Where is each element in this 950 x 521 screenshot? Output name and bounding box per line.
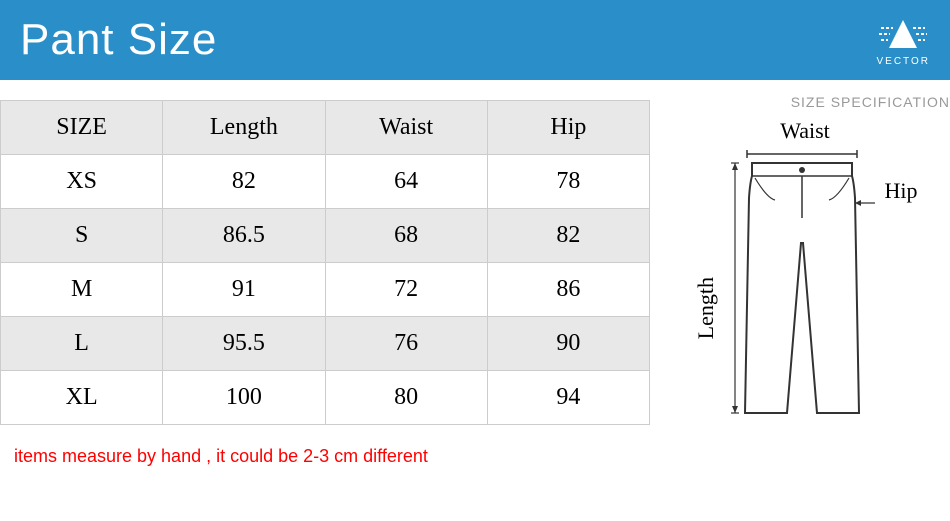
size-table: SIZE Length Waist Hip XS 82 64 78 S 86.5…: [0, 100, 650, 425]
cell: XL: [1, 371, 163, 425]
size-spec-label: SIZE SPECIFICATION: [791, 94, 950, 110]
cell: S: [1, 209, 163, 263]
diagram-body: Length: [660, 148, 950, 428]
cell: XS: [1, 155, 163, 209]
cell: 91: [163, 263, 325, 317]
cell: 95.5: [163, 317, 325, 371]
cell: 68: [325, 209, 487, 263]
table-row: S 86.5 68 82: [1, 209, 650, 263]
col-length: Length: [163, 101, 325, 155]
table-row: L 95.5 76 90: [1, 317, 650, 371]
mountain-icon: [879, 14, 927, 54]
col-hip: Hip: [487, 101, 649, 155]
col-size: SIZE: [1, 101, 163, 155]
cell: 82: [163, 155, 325, 209]
cell: M: [1, 263, 163, 317]
page-title: Pant Size: [20, 15, 217, 65]
col-waist: Waist: [325, 101, 487, 155]
cell: 76: [325, 317, 487, 371]
brand-logo: VECTOR: [877, 14, 931, 67]
title-banner: Pant Size VECTOR: [0, 0, 950, 80]
content-area: SIZE Length Waist Hip XS 82 64 78 S 86.5…: [0, 80, 950, 428]
size-table-wrap: SIZE Length Waist Hip XS 82 64 78 S 86.5…: [0, 100, 650, 428]
cell: L: [1, 317, 163, 371]
length-label: Length: [693, 277, 719, 339]
footnote: items measure by hand , it could be 2-3 …: [0, 428, 950, 467]
cell: 86.5: [163, 209, 325, 263]
cell: 90: [487, 317, 649, 371]
cell: 64: [325, 155, 487, 209]
cell: 100: [163, 371, 325, 425]
table-header-row: SIZE Length Waist Hip: [1, 101, 650, 155]
size-diagram: SIZE SPECIFICATION Waist Length: [650, 100, 950, 428]
hip-label: Hip: [885, 178, 918, 204]
cell: 78: [487, 155, 649, 209]
cell: 86: [487, 263, 649, 317]
pants-icon: [727, 148, 877, 428]
table-row: XS 82 64 78: [1, 155, 650, 209]
table-row: XL 100 80 94: [1, 371, 650, 425]
cell: 72: [325, 263, 487, 317]
brand-name: VECTOR: [877, 56, 931, 67]
cell: 80: [325, 371, 487, 425]
table-row: M 91 72 86: [1, 263, 650, 317]
waist-label: Waist: [660, 118, 950, 144]
cell: 94: [487, 371, 649, 425]
cell: 82: [487, 209, 649, 263]
